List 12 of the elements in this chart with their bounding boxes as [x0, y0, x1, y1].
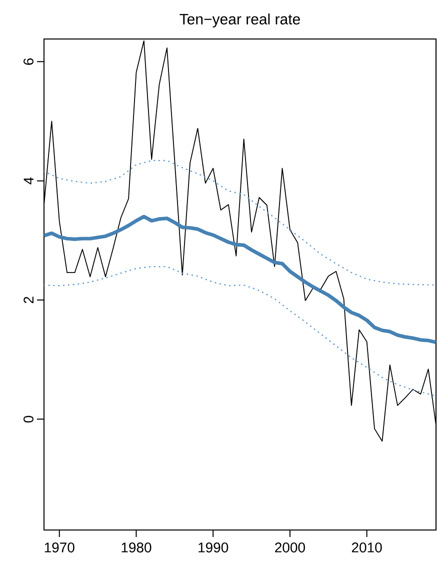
x-tick-label: 1980: [122, 542, 152, 552]
x-tick-label: 2000: [275, 542, 305, 552]
chart-title: Ten−year real rate: [180, 13, 300, 28]
x-tick-label: 2010: [352, 542, 382, 552]
line-series: [44, 160, 436, 286]
line-series: [44, 266, 436, 397]
y-tick-label: 0: [24, 416, 34, 423]
y-tick-label: 6: [24, 58, 34, 65]
x-tick-label: 1970: [44, 542, 74, 552]
x-tick-label: 1990: [198, 542, 228, 552]
y-tick-label: 2: [24, 296, 34, 304]
y-tick-label: 4: [24, 177, 34, 184]
